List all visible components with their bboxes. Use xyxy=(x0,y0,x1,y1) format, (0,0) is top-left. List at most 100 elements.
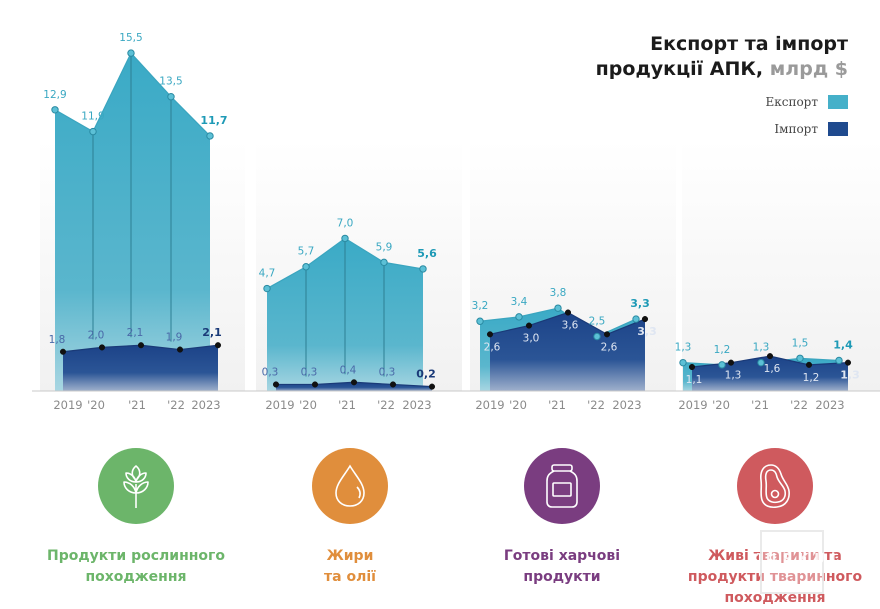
import-point xyxy=(603,331,611,338)
import-data-label: 0,3 xyxy=(301,366,318,378)
import-point xyxy=(428,383,436,390)
category-label: Продукти рослинного походження xyxy=(26,546,246,588)
export-data-label: 1,3 xyxy=(675,342,692,354)
export-data-label: 7,0 xyxy=(337,217,354,229)
legend-item-export: Експорт xyxy=(765,95,848,109)
wheat-icon xyxy=(123,465,149,508)
category-label-line: продукти xyxy=(523,569,601,585)
export-point xyxy=(127,49,135,57)
import-point xyxy=(176,346,184,353)
export-point xyxy=(206,132,214,140)
import-area xyxy=(63,345,218,391)
chart-title-line1: Експорт та імпорт xyxy=(650,33,848,55)
x-tick-label: 2023 xyxy=(815,398,844,412)
x-tick-label: 2019 xyxy=(265,398,294,412)
export-point xyxy=(476,317,484,325)
import-data-label: 0,2 xyxy=(416,368,436,381)
export-point xyxy=(679,358,687,367)
import-point xyxy=(272,381,280,388)
import-data-label: 2,6 xyxy=(484,341,501,353)
import-data-label: 0,3 xyxy=(262,366,279,378)
import-point xyxy=(766,353,774,360)
x-tick-label: '21 xyxy=(548,398,566,412)
jar-icon xyxy=(546,464,578,508)
x-tick-label: '21 xyxy=(751,398,769,412)
x-tick-label: 2023 xyxy=(612,398,641,412)
x-tick-label: '21 xyxy=(338,398,356,412)
panel-3: 1,3 1,2 1,3 1,5 1,4 1,1 1,3 1,6 1,2 1,3 2019 '20 '21… xyxy=(674,140,880,412)
category-label: Живі тварини та продукти тваринного похо… xyxy=(665,546,880,609)
category-fats-oils: Жири та олії xyxy=(240,448,460,588)
export-data-label: 15,5 xyxy=(119,32,142,44)
export-data-label: 1,2 xyxy=(714,344,731,356)
export-point xyxy=(380,258,388,267)
x-tick-label: 2023 xyxy=(191,398,220,412)
import-data-label: 1,9 xyxy=(166,332,183,344)
export-area xyxy=(55,53,210,391)
export-data-label: 4,7 xyxy=(259,268,276,280)
import-point xyxy=(525,322,533,329)
export-data-label: 5,9 xyxy=(376,241,393,253)
import-point xyxy=(727,359,735,366)
chart-canvas: 12,9 11,9 15,5 13,5 11,7 1,8 2,0 2,1 1,9 2,1 2019 '… xyxy=(32,32,880,412)
export-data-label: 11,7 xyxy=(200,114,227,127)
import-data-label: 1,8 xyxy=(49,334,66,346)
export-point xyxy=(554,304,562,312)
import-point xyxy=(688,363,696,371)
panel-1: 4,7 5,7 7,0 5,9 5,6 0,3 0,3 0,4 0,3 0,2 2019 '20 '21… xyxy=(248,140,470,412)
x-tick-label: 2019 xyxy=(53,398,82,412)
export-point xyxy=(419,265,427,273)
import-data-label: 1,1 xyxy=(686,374,703,386)
export-point xyxy=(796,354,804,362)
import-data-label: 1,3 xyxy=(725,370,742,382)
category-icon-circle xyxy=(98,448,174,524)
category-icon-circle xyxy=(524,448,600,524)
x-tick-label: '20 xyxy=(87,398,105,412)
export-data-label: 1,4 xyxy=(833,338,853,351)
export-data-label: 5,6 xyxy=(417,247,437,260)
category-live-animals: Живі тварини та продукти тваринного похо… xyxy=(665,448,880,609)
meat-steak-icon xyxy=(760,464,790,509)
import-data-label: 3,3 xyxy=(637,325,657,338)
category-label-line: походження xyxy=(724,590,826,606)
panel-background xyxy=(682,140,880,391)
watermark-text: KURKUL xyxy=(750,552,846,567)
import-data-label: 1,3 xyxy=(840,369,860,382)
import-data-label: 3,6 xyxy=(562,320,579,332)
x-tick-label: '22 xyxy=(587,398,605,412)
import-point xyxy=(137,342,145,349)
import-point xyxy=(805,361,813,368)
legend-label-import: Імпорт xyxy=(774,122,818,136)
export-point xyxy=(302,263,310,271)
export-data-label: 3,3 xyxy=(630,297,650,310)
category-label-line: Продукти рослинного xyxy=(47,548,225,564)
import-point xyxy=(844,359,852,366)
chart-title-unit: млрд $ xyxy=(769,58,848,80)
export-data-label: 3,8 xyxy=(550,287,567,299)
x-tick-label: '21 xyxy=(128,398,146,412)
export-data-label: 3,4 xyxy=(511,296,528,308)
export-point xyxy=(835,356,843,365)
x-tick-label: 2019 xyxy=(475,398,504,412)
import-point xyxy=(214,342,222,349)
import-point xyxy=(59,348,67,355)
category-icon-circle xyxy=(737,448,813,524)
category-label: Жири та олії xyxy=(240,546,460,588)
export-point xyxy=(167,93,175,101)
watermark: KURKUL xyxy=(750,530,839,594)
category-label-line: та олії xyxy=(324,569,376,585)
legend-item-import: Імпорт xyxy=(774,122,848,136)
export-point xyxy=(757,358,765,367)
import-data-label: 2,1 xyxy=(127,327,144,339)
export-point xyxy=(718,361,726,369)
import-data-label: 2,6 xyxy=(601,341,618,353)
category-label-line: Живі тварини та xyxy=(708,548,842,564)
export-point xyxy=(263,284,271,293)
import-area xyxy=(490,312,645,391)
export-data-label: 3,2 xyxy=(472,300,489,312)
export-point xyxy=(593,332,601,341)
chart-title: Експорт та імпорт продукції АПК, млрд $ xyxy=(596,32,848,82)
x-tick-label: '22 xyxy=(790,398,808,412)
category-plant-products: Продукти рослинного походження xyxy=(26,448,246,588)
export-data-label: 2,5 xyxy=(589,316,606,328)
